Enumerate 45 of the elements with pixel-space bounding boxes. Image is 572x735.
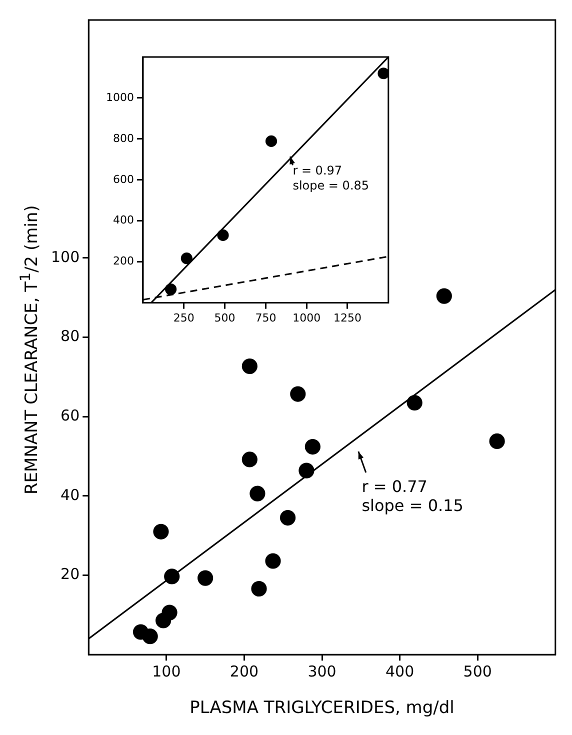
x-tick-label: 1000	[292, 311, 321, 324]
y-tick-label: 600	[112, 172, 134, 186]
y-tick-label: 1000	[106, 90, 134, 104]
y-tick-label: 100	[50, 248, 80, 266]
point	[290, 386, 306, 402]
x-tick-label: 250	[173, 311, 194, 324]
point	[378, 68, 388, 80]
point	[153, 524, 169, 540]
x-tick-label: 1250	[334, 311, 362, 324]
y-tick-label: 200	[112, 254, 134, 268]
y-tick-label: 80	[60, 327, 80, 346]
x-tick-label: 500	[214, 311, 236, 324]
point	[165, 283, 177, 296]
x-tick-label: 300	[308, 662, 336, 680]
point	[180, 252, 192, 264]
annotation: r = 0.77 slope = 0.15	[362, 477, 464, 516]
point	[242, 452, 258, 468]
annotation: r = 0.97 slope = 0.85	[292, 163, 370, 192]
point	[436, 288, 452, 304]
point	[162, 604, 178, 620]
x-tick-label: 400	[385, 662, 414, 680]
point	[250, 486, 266, 502]
point	[164, 568, 180, 584]
point	[198, 570, 214, 586]
point	[251, 580, 267, 597]
point	[242, 358, 258, 374]
y-tick-label: 400	[112, 214, 134, 227]
x-axis-title: PLASMA TRIGLYCERIDES, mg/dl	[190, 698, 454, 718]
point	[280, 510, 296, 526]
x-tick-label: 100	[152, 662, 181, 680]
point	[489, 433, 505, 450]
point	[142, 628, 158, 644]
y-tick-label: 800	[112, 132, 134, 145]
point	[217, 229, 229, 242]
x-tick-label: 200	[230, 662, 259, 680]
point	[304, 438, 320, 455]
y-tick-label: 20	[60, 565, 80, 584]
y-tick-label: 60	[60, 406, 80, 425]
point	[406, 394, 422, 411]
point	[298, 462, 314, 478]
x-tick-label: 750	[255, 311, 276, 324]
point	[265, 553, 281, 569]
point	[265, 135, 278, 147]
x-tick-label: 500	[463, 662, 492, 680]
y-tick-label: 40	[60, 486, 80, 504]
